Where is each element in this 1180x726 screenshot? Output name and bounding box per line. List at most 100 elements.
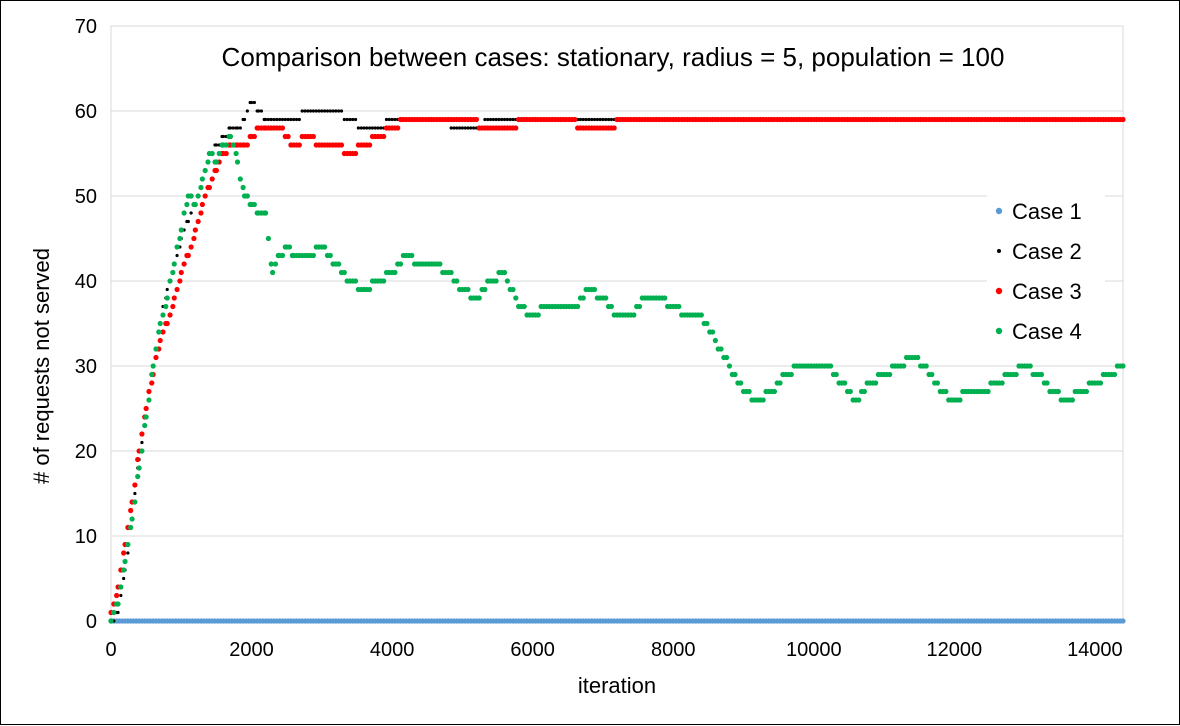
data-point bbox=[580, 295, 586, 301]
data-point bbox=[139, 431, 145, 437]
data-point bbox=[303, 109, 307, 113]
data-point bbox=[482, 286, 488, 293]
data-point bbox=[174, 286, 180, 293]
data-point bbox=[771, 388, 778, 395]
data-point bbox=[143, 405, 149, 412]
data-point bbox=[873, 380, 879, 386]
legend-marker bbox=[995, 287, 1003, 295]
data-point bbox=[595, 117, 599, 122]
data-point bbox=[608, 303, 614, 310]
data-point bbox=[164, 295, 170, 301]
data-point bbox=[457, 126, 462, 130]
data-point bbox=[392, 269, 398, 276]
data-point bbox=[157, 337, 163, 344]
data-point bbox=[251, 133, 257, 140]
data-point bbox=[379, 126, 383, 130]
data-point bbox=[726, 363, 733, 369]
data-point bbox=[108, 618, 114, 624]
data-point bbox=[167, 278, 173, 284]
data-point bbox=[209, 176, 215, 182]
data-point bbox=[139, 448, 145, 454]
data-point bbox=[609, 117, 613, 122]
data-point bbox=[195, 218, 201, 225]
data-point bbox=[177, 235, 183, 242]
data-point bbox=[1044, 380, 1050, 386]
data-point bbox=[227, 133, 234, 140]
data-point bbox=[356, 126, 360, 130]
data-point bbox=[121, 567, 127, 573]
data-point bbox=[473, 116, 480, 123]
legend-box bbox=[987, 191, 1105, 351]
x-axis-title: iteration bbox=[578, 673, 656, 698]
data-point bbox=[125, 541, 131, 548]
series-case-4 bbox=[108, 133, 1126, 624]
data-point bbox=[163, 303, 169, 310]
data-point bbox=[320, 109, 324, 113]
data-point bbox=[494, 117, 498, 122]
data-point bbox=[165, 287, 169, 292]
data-point bbox=[118, 584, 124, 590]
data-point bbox=[185, 252, 191, 259]
data-point bbox=[381, 133, 387, 140]
legend-entry-label: Case 2 bbox=[1012, 239, 1082, 264]
data-point bbox=[279, 252, 286, 259]
data-point bbox=[252, 100, 256, 105]
data-point bbox=[244, 142, 250, 148]
y-tick-label: 30 bbox=[75, 356, 97, 378]
data-point bbox=[205, 159, 211, 165]
data-point bbox=[1013, 371, 1019, 378]
data-point bbox=[502, 117, 507, 122]
data-point bbox=[352, 150, 359, 157]
data-point bbox=[395, 125, 401, 131]
data-point bbox=[292, 117, 296, 122]
data-point bbox=[365, 126, 369, 130]
data-point bbox=[923, 363, 929, 369]
data-point bbox=[132, 499, 138, 505]
data-point bbox=[676, 303, 682, 310]
data-point bbox=[143, 414, 149, 420]
data-point bbox=[760, 397, 766, 403]
data-point bbox=[234, 159, 241, 165]
data-point bbox=[448, 269, 454, 276]
data-point bbox=[235, 126, 240, 130]
data-point bbox=[188, 193, 194, 199]
data-point bbox=[264, 117, 268, 122]
data-point bbox=[238, 126, 242, 130]
data-point bbox=[513, 125, 519, 131]
data-point bbox=[384, 117, 389, 122]
data-point bbox=[718, 346, 724, 352]
data-point bbox=[449, 126, 453, 130]
data-point bbox=[915, 354, 921, 361]
data-point bbox=[704, 320, 710, 327]
data-point bbox=[592, 117, 597, 122]
data-point bbox=[636, 303, 643, 310]
data-point bbox=[128, 524, 134, 531]
data-point bbox=[1111, 371, 1118, 378]
legend-marker bbox=[995, 327, 1003, 335]
data-point bbox=[213, 167, 220, 174]
data-point bbox=[308, 109, 313, 113]
data-point bbox=[521, 303, 527, 310]
x-tick-label: 6000 bbox=[510, 639, 555, 661]
data-point bbox=[334, 109, 338, 113]
data-point bbox=[126, 551, 130, 555]
data-point bbox=[297, 117, 301, 122]
data-point bbox=[213, 159, 220, 165]
data-point bbox=[192, 201, 198, 208]
data-point bbox=[242, 117, 247, 122]
data-point bbox=[116, 610, 120, 615]
data-point bbox=[314, 109, 318, 113]
data-point bbox=[336, 261, 342, 267]
data-point bbox=[1120, 618, 1126, 624]
data-point bbox=[327, 252, 333, 259]
data-point bbox=[861, 388, 867, 395]
data-point bbox=[160, 312, 166, 318]
data-point bbox=[270, 269, 276, 276]
data-point bbox=[129, 516, 135, 522]
data-point bbox=[296, 142, 302, 148]
data-point bbox=[342, 117, 346, 122]
data-point bbox=[351, 117, 355, 122]
x-tick-label: 12000 bbox=[927, 639, 983, 661]
data-point bbox=[209, 150, 215, 157]
